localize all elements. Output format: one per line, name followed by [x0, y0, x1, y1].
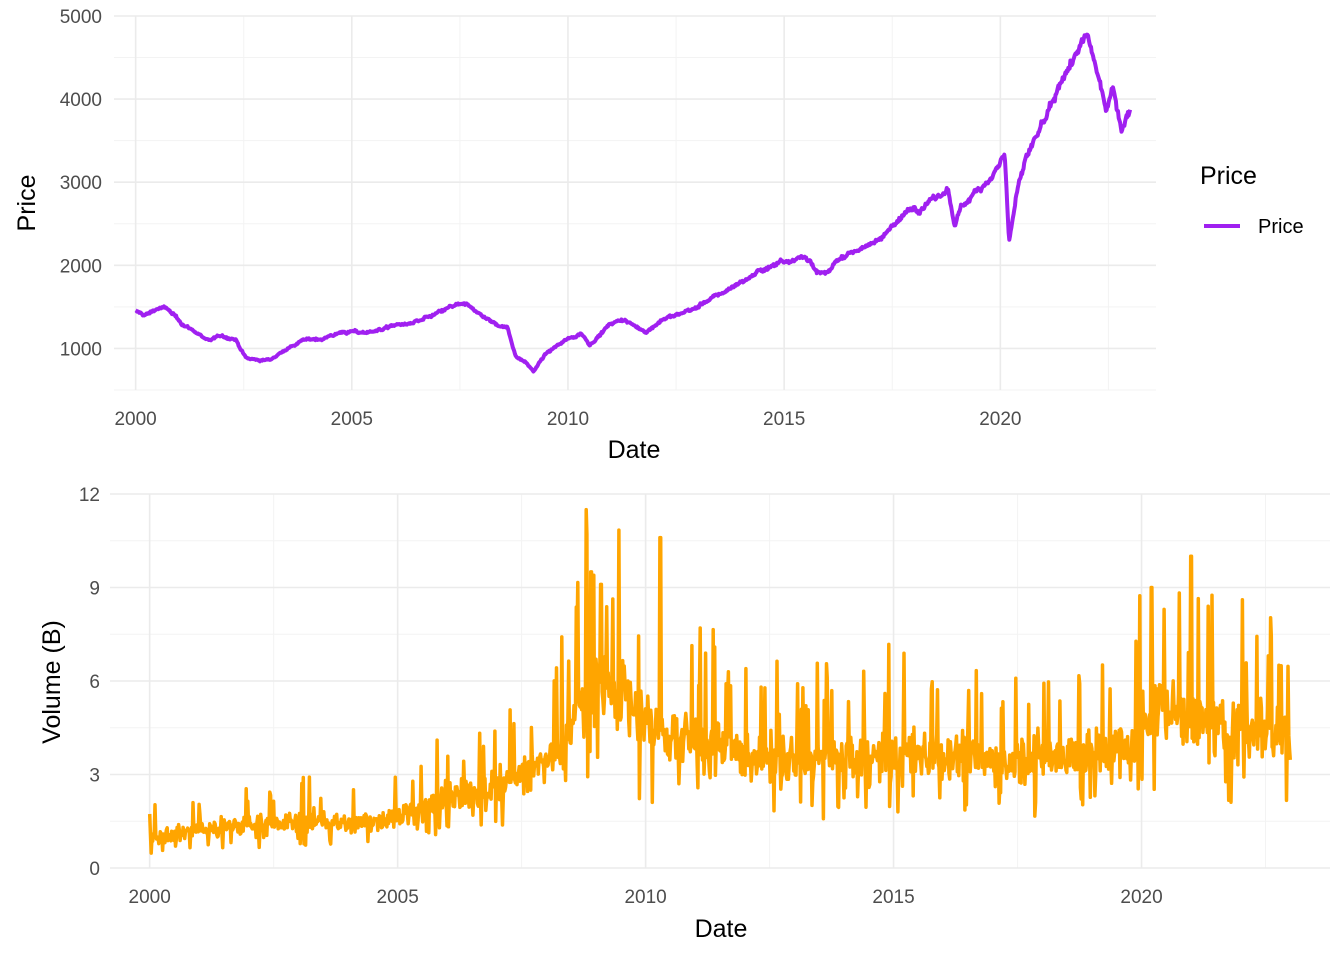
volume-x-tick-label: 2005: [377, 887, 419, 908]
price-y-tick-label: 4000: [60, 90, 102, 111]
price-y-tick-labels: 1000 2000 3000 4000 5000: [60, 7, 102, 360]
price-x-axis-title: Date: [608, 436, 661, 464]
price-panel: 1000 2000 3000 4000 5000 2000 2005 2010 2015 202…: [13, 7, 1156, 464]
price-legend: Price Price: [1200, 162, 1304, 238]
volume-y-tick-label: 0: [89, 859, 100, 880]
price-y-tick-label: 2000: [60, 256, 102, 277]
volume-x-tick-label: 2015: [872, 887, 914, 908]
price-x-tick-label: 2005: [331, 409, 373, 430]
volume-y-tick-label: 6: [89, 672, 100, 693]
volume-x-tick-labels: 2000 2005 2010 2015 2020: [129, 887, 1163, 908]
volume-x-axis-title: Date: [695, 915, 748, 943]
volume-gridlines: [110, 493, 1330, 869]
price-y-tick-label: 3000: [60, 173, 102, 194]
price-gridlines: [114, 15, 1156, 391]
price-y-axis-title: Price: [13, 175, 41, 232]
price-x-tick-label: 2020: [979, 409, 1021, 430]
price-x-tick-label: 2015: [763, 409, 805, 430]
price-x-tick-label: 2000: [114, 409, 156, 430]
legend-entry-price: Price: [1258, 216, 1304, 238]
volume-line: [147, 507, 1293, 855]
legend-title: Price: [1200, 162, 1257, 190]
price-y-tick-label: 5000: [60, 7, 102, 28]
price-series: [134, 32, 1133, 374]
volume-x-tick-label: 2000: [129, 887, 171, 908]
volume-y-tick-label: 12: [79, 485, 100, 506]
volume-y-tick-label: 9: [89, 579, 100, 600]
volume-series: [147, 507, 1293, 855]
volume-y-tick-labels: 0 3 6 9 12: [79, 485, 100, 880]
volume-panel: 0 3 6 9 12 2000 2005 2010 2015 2020 Date Volume …: [38, 485, 1330, 943]
price-x-tick-labels: 2000 2005 2010 2015 2020: [114, 409, 1021, 430]
price-y-tick-label: 1000: [60, 339, 102, 360]
volume-y-axis-title: Volume (B): [38, 620, 66, 744]
volume-y-tick-label: 3: [89, 766, 100, 787]
volume-x-tick-label: 2010: [624, 887, 666, 908]
price-x-tick-label: 2010: [547, 409, 589, 430]
volume-x-tick-label: 2020: [1120, 887, 1162, 908]
price-line: [134, 32, 1133, 374]
